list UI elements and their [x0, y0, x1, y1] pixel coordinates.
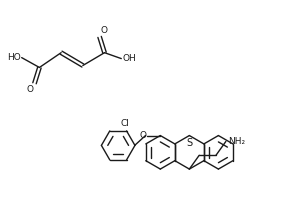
Text: Cl: Cl — [120, 119, 129, 128]
Text: S: S — [186, 139, 192, 149]
Text: O: O — [101, 26, 108, 35]
Text: O: O — [140, 131, 146, 140]
Text: HO: HO — [7, 53, 21, 62]
Text: O: O — [27, 85, 33, 94]
Text: OH: OH — [122, 54, 136, 63]
Text: NH₂: NH₂ — [228, 137, 245, 146]
